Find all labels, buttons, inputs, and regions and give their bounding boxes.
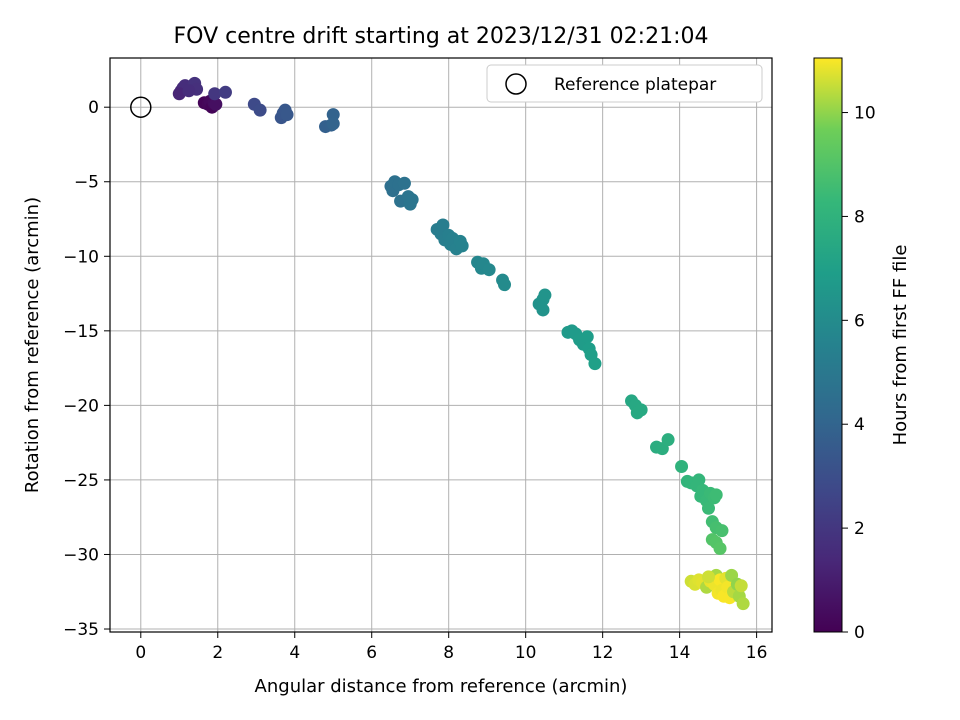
x-axis-ticks: 0 2 4 6 8 10 12 14 16 [135, 632, 767, 663]
data-point [538, 288, 552, 302]
chart-title: FOV centre drift starting at 2023/12/31 … [174, 24, 709, 49]
plot-frame [109, 57, 773, 633]
legend-entry: Reference platepar [554, 75, 716, 95]
data-point [580, 330, 594, 344]
data-point [182, 84, 196, 98]
data-point [692, 473, 706, 487]
data-point [455, 239, 469, 253]
x-tick-label: 0 [135, 643, 146, 663]
y-tick-label: −15 [63, 322, 99, 342]
colorbar-tick-label: 10 [854, 104, 876, 124]
y-tick-label: −25 [63, 471, 99, 491]
data-point [736, 597, 750, 611]
colorbar-label: Hours from first FF file [890, 245, 911, 446]
data-point [326, 117, 340, 131]
data-point [701, 501, 715, 515]
y-tick-label: −30 [63, 545, 99, 565]
data-point [588, 357, 602, 371]
y-tick-label: 0 [88, 98, 99, 118]
colorbar-tick-label: 8 [854, 207, 865, 227]
colorbar-tick-label: 0 [854, 623, 865, 643]
colorbar-ticks: 0 2 4 6 8 10 [842, 104, 876, 643]
colorbar-tick-label: 4 [854, 415, 865, 435]
colorbar-gradient [813, 57, 843, 633]
reference-marker [130, 96, 152, 118]
data-point [661, 433, 675, 447]
y-axis-label: Rotation from reference (arcmin) [22, 197, 43, 493]
reference-point [130, 96, 152, 118]
y-tick-label: −10 [63, 247, 99, 267]
legend-marker [505, 73, 527, 95]
data-point [498, 278, 512, 292]
data-point [436, 218, 450, 232]
colorbar-tick-label: 2 [854, 519, 865, 539]
colorbar: 0 2 4 6 8 10 Hours from first FF file [813, 57, 911, 643]
data-point [482, 263, 496, 277]
x-tick-label: 14 [669, 643, 691, 663]
data-point [715, 524, 729, 538]
y-axis-ticks: 0 −5 −10 −15 −20 −25 −30 −35 [63, 98, 110, 640]
x-tick-label: 16 [746, 643, 768, 663]
x-axis-label: Angular distance from reference (arcmin) [255, 676, 628, 697]
data-point [536, 303, 550, 317]
data-point [397, 176, 411, 190]
data-point [634, 403, 648, 417]
y-tick-label: −20 [63, 396, 99, 416]
grid-lines [110, 58, 772, 632]
data-point [713, 542, 727, 556]
colorbar-tick-label: 6 [854, 311, 865, 331]
y-tick-label: −35 [63, 620, 99, 640]
x-tick-label: 12 [592, 643, 614, 663]
data-point [208, 87, 222, 101]
data-point [280, 108, 294, 122]
x-tick-label: 4 [289, 643, 300, 663]
legend: Reference platepar [486, 64, 763, 103]
data-point [326, 108, 340, 122]
data-point [209, 97, 223, 111]
data-point [253, 103, 267, 117]
data-point [701, 570, 715, 584]
x-tick-label: 6 [366, 643, 377, 663]
data-point [675, 460, 689, 474]
x-tick-label: 8 [443, 643, 454, 663]
data-point [734, 579, 748, 593]
legend-box [486, 64, 763, 103]
x-tick-label: 2 [212, 643, 223, 663]
x-tick-label: 10 [515, 643, 537, 663]
data-point [709, 488, 723, 502]
y-tick-label: −5 [74, 173, 99, 193]
data-point [405, 193, 419, 207]
data-points [172, 76, 750, 611]
data-point [218, 85, 232, 99]
